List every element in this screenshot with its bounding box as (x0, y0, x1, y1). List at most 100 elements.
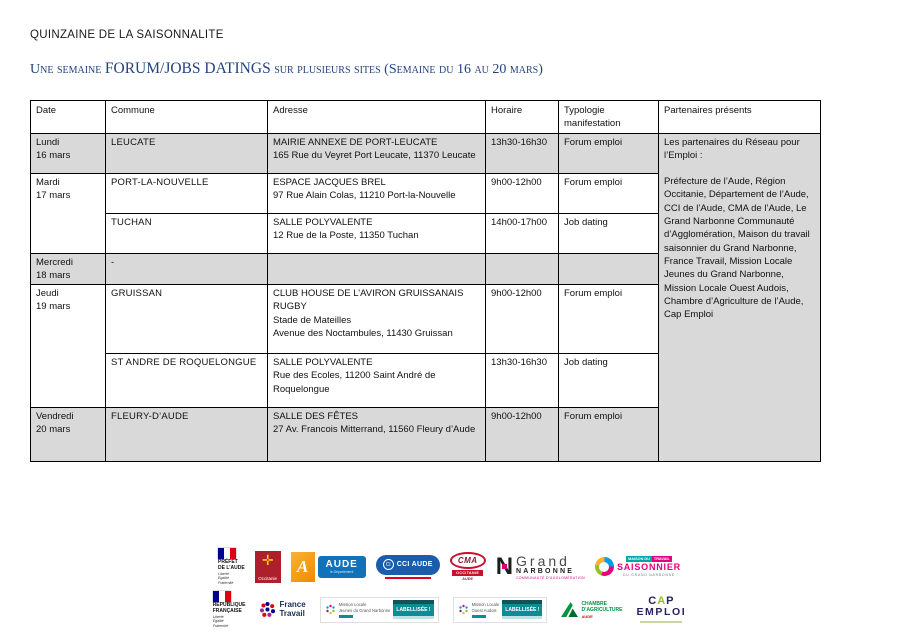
page-subtitle: Une semaine FORUM/JOBS DATINGS sur plusi… (30, 60, 543, 78)
aude-label: AUDE (325, 559, 358, 571)
republique-label: RÉPUBLIQUE (212, 602, 246, 608)
france-travail-logo: France Travail (259, 600, 306, 619)
commune-port-la-nouvelle: PORT-LA-NOUVELLE (105, 172, 268, 214)
mission-locale-oa-label: Mission Locale Ouest Audois (471, 601, 500, 613)
table-row: ST ANDRE DE ROQUELONGUE SALLE POLYVALENT… (31, 353, 821, 409)
labellisee-bottom-bar (502, 616, 543, 620)
travail-label: TRAVAIL (651, 556, 672, 563)
grand-narbonne-logo: N Grand NARBONNE COMMUNAUTÉ D’AGGLOMÉRAT… (496, 554, 585, 580)
occitanie-label: Occitanie (258, 575, 278, 581)
grand-label: Grand (516, 552, 570, 569)
horaire-leucate: 13h30-16h30 (485, 132, 559, 174)
labellisee-bottom-bar (393, 616, 434, 620)
adresse-port-la-nouvelle: ESPACE JACQUES BREL 97 Rue Alain Colas, … (267, 172, 486, 214)
mission-locale-gn-bar (338, 614, 353, 618)
french-flag-icon (218, 548, 237, 559)
cci-circle-icon: Ci (382, 559, 394, 571)
cap-c: C (648, 595, 658, 608)
chambre-agriculture-label: CHAMBRE D’AGRICULTURE (581, 600, 623, 614)
labellisee-badge: LABELLISÉE ! (393, 600, 434, 620)
saisonnier-ring-icon (594, 557, 614, 577)
grand-narbonne-tagline: COMMUNAUTÉ D’AGGLOMÉRATION (516, 575, 585, 580)
adresse-tuchan: SALLE POLYVALENTE 12 Rue de la Poste, 11… (267, 212, 486, 254)
labellisee-top-bar (393, 600, 434, 605)
commune-mercredi: - (105, 252, 268, 286)
partners-cell: Les partenaires du Réseau pour l’Emploi … (658, 132, 821, 463)
maison-travail-saisonnier-logo: MAISON DU TRAVAIL SAISONNIER DU GRAND NA… (594, 556, 681, 578)
adresse-fleury: SALLE DES FÊTES 27 Av. Francois Mitterra… (267, 407, 486, 463)
date-vendredi: Vendredi 20 mars (30, 407, 106, 463)
subtitle-part-2: FORUM/JOBS DATINGS (104, 60, 271, 77)
typologie-st-andre: Job dating (558, 353, 659, 409)
chambre-agriculture-dept: AUDE (581, 613, 593, 619)
header-horaire: Horaire (485, 100, 559, 134)
french-flag-icon (212, 591, 231, 602)
cma-logo: CMA OCCITANIE AUDE (449, 552, 486, 582)
table-header-row: Date Commune Adresse Horaire Typologie m… (30, 100, 821, 134)
prefet-dept-label: DE L’AUDE (218, 565, 245, 572)
commune-leucate: LEUCATE (105, 132, 268, 174)
table-row: Jeudi 19 mars GRUISSAN CLUB HOUSE DE L’A… (30, 284, 821, 409)
labellisee-label: LABELLISÉE ! (393, 604, 434, 617)
cci-aude-logo: Ci CCI AUDE (375, 554, 440, 579)
typologie-fleury: Forum emploi (558, 407, 659, 463)
horaire-gruissan: 9h00-12h00 (485, 284, 559, 355)
adresse-st-andre: SALLE POLYVALENTE Rue des Ecoles, 11200 … (267, 353, 486, 409)
cap-emploi-logo: C A P EMPLOI (636, 595, 687, 624)
prefet-motto: Liberté Égalité Fraternité (218, 571, 234, 585)
aude-departement-logo: A AUDE le Département (290, 551, 366, 582)
francaise-label: FRANÇAISE (212, 608, 242, 615)
date-lundi: Lundi 16 mars (30, 132, 106, 174)
horaire-fleury: 9h00-12h00 (485, 407, 559, 463)
occitan-cross-icon: ✛ Occitanie (254, 550, 281, 583)
cma-oval-icon: CMA (449, 552, 486, 570)
commune-gruissan: GRUISSAN (105, 284, 268, 355)
prefet-aude-logo: PRÉFET DE L’AUDE Liberté Égalité Fratern… (218, 548, 245, 586)
labellisee-top-bar (502, 600, 543, 605)
header-date: Date (30, 100, 106, 134)
prefet-label: PRÉFET (218, 559, 238, 565)
adresse-leucate: MAIRIE ANNEXE DE PORT-LEUCATE 165 Rue du… (267, 132, 486, 174)
adresse-gruissan: CLUB HOUSE DE L’AVIRON GRUISSANAIS RUGBY… (267, 284, 486, 355)
grand-narbonne-n-icon: N (495, 552, 514, 580)
cma-region-label: OCCITANIE (452, 570, 484, 577)
france-travail-flower-icon (260, 602, 276, 618)
subtitle-part-3: sur plusieurs sites (Semaine du 16 au 20… (270, 62, 543, 77)
commune-fleury: FLEURY-D’AUDE (105, 407, 268, 463)
typologie-port-la-nouvelle: Forum emploi (558, 172, 659, 214)
horaire-tuchan: 14h00-17h00 (485, 212, 559, 254)
header-adresse: Adresse (267, 100, 486, 134)
cap-p: P (666, 595, 675, 608)
page-title: QUINZAINE DE LA SAISONNALITE (30, 29, 224, 41)
typologie-gruissan: Forum emploi (558, 284, 659, 355)
subtitle-part-1: Une semaine (30, 62, 105, 77)
labellisee-badge: LABELLISÉE ! (502, 600, 543, 620)
cci-tagline-bar (384, 576, 431, 579)
saisonnier-tagline: DU GRAND NARBONNE (623, 573, 675, 578)
chambre-agriculture-icon (561, 602, 579, 618)
typologie-leucate: Forum emploi (558, 132, 659, 174)
table-row: Lundi 16 mars LEUCATE MAIRIE ANNEXE DE P… (30, 132, 821, 463)
republique-motto: Liberté Égalité Fraternité (212, 614, 229, 628)
table-row: TUCHAN SALLE POLYVALENTE 12 Rue de la Po… (31, 212, 821, 254)
mission-locale-flower-icon (326, 605, 335, 615)
adresse-mercredi (267, 252, 486, 286)
partners-spacer (664, 162, 815, 175)
mission-locale-grand-narbonne-badge: Mission Locale Jeunes du Grand Narbonne … (319, 596, 439, 623)
mission-locale-oa-bar (471, 614, 486, 618)
date-jeudi: Jeudi 19 mars (30, 284, 106, 409)
horaire-port-la-nouvelle: 9h00-12h00 (485, 172, 559, 214)
commune-st-andre: ST ANDRE DE ROQUELONGUE (105, 353, 268, 409)
commune-tuchan: TUCHAN (105, 212, 268, 254)
occitan-cross-glyph: ✛ (261, 551, 274, 568)
cma-dept-label: AUDE (462, 577, 474, 582)
header-partenaires: Partenaires présents (658, 100, 821, 134)
mission-locale-flower-icon (458, 605, 468, 615)
aude-tagline: le Département (330, 570, 354, 575)
mission-locale-gn-label: Mission Locale Jeunes du Grand Narbonne (338, 601, 391, 613)
saisonnier-label: SAISONNIER (616, 562, 681, 573)
horaire-mercredi (485, 252, 559, 286)
emploi-label: EMPLOI (636, 606, 687, 619)
header-commune: Commune (105, 100, 268, 134)
